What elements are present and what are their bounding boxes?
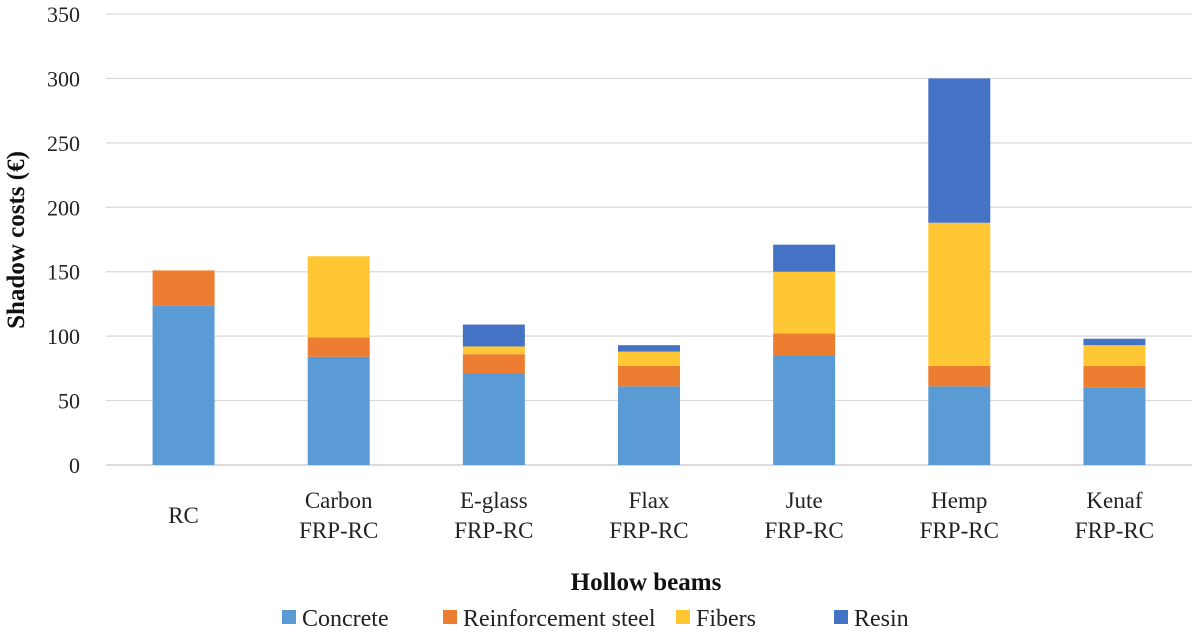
y-axis-ticks: 0 50 100 150 200 250 300 350 (47, 2, 80, 478)
bar-segment-fibers (307, 256, 370, 338)
x-tick-label: Hemp FRP-RC (920, 488, 999, 543)
bar-segment-concrete (1083, 387, 1146, 465)
bar-segment-resin (773, 244, 836, 272)
y-tick-label: 50 (58, 389, 80, 414)
bar-segment-concrete (152, 305, 215, 465)
legend-swatch (443, 610, 457, 624)
bar-segment-concrete (928, 386, 991, 465)
y-tick-label: 150 (47, 260, 80, 285)
bar-segment-fibers (928, 222, 991, 366)
bars (152, 78, 1146, 465)
bar-segment-reinforcement-steel (462, 354, 525, 374)
legend-label: Reinforcement steel (463, 606, 656, 632)
bar-segment-fibers (1083, 345, 1146, 366)
bar-segment-reinforcement-steel (773, 333, 836, 356)
bar-segment-reinforcement-steel (152, 270, 215, 306)
y-tick-label: 200 (47, 195, 80, 220)
y-axis-title: Shadow costs (€) (3, 151, 30, 329)
x-tick-label: Jute FRP-RC (765, 488, 844, 543)
bar-segment-resin (618, 345, 680, 352)
gridlines (106, 13, 1192, 466)
y-tick-label: 350 (47, 2, 80, 27)
bar-segment-concrete (462, 373, 525, 465)
bar-segment-fibers (462, 346, 525, 355)
x-tick-label: E-glass FRP-RC (454, 488, 533, 543)
bar-segment-resin (1083, 338, 1146, 346)
legend-label: Concrete (302, 606, 389, 632)
legend-swatch (282, 610, 296, 624)
legend: Concrete Reinforcement steel Fibers Resin (282, 606, 909, 632)
x-tick-label: Carbon FRP-RC (299, 488, 378, 543)
bar-segment-reinforcement-steel (1083, 365, 1146, 388)
bar-segment-concrete (307, 356, 370, 465)
x-axis-ticks: RC Carbon FRP-RC E-glass FRP-RC Flax FRP-RC Jut… (168, 488, 1154, 543)
bar-segment-fibers (618, 351, 680, 366)
bar-segment-concrete (618, 386, 680, 465)
bar-segment-reinforcement-steel (307, 337, 370, 357)
bar-segment-concrete (773, 355, 836, 465)
legend-swatch (676, 610, 690, 624)
legend-label: Resin (854, 606, 909, 632)
x-tick-label: RC (168, 503, 199, 528)
y-tick-label: 300 (47, 66, 80, 91)
x-tick-label: Kenaf FRP-RC (1075, 488, 1154, 543)
y-tick-label: 250 (47, 131, 80, 156)
bar-segment-resin (928, 78, 991, 223)
x-axis-title: Hollow beams (571, 569, 722, 596)
bar-segment-reinforcement-steel (928, 365, 991, 387)
legend-swatch (834, 610, 848, 624)
bar-segment-resin (462, 324, 525, 347)
y-tick-label: 100 (47, 324, 80, 349)
bar-segment-reinforcement-steel (618, 365, 680, 387)
x-tick-label: Flax FRP-RC (609, 488, 688, 543)
bar-segment-fibers (773, 271, 836, 334)
y-tick-label: 0 (69, 453, 80, 478)
legend-label: Fibers (696, 606, 756, 632)
